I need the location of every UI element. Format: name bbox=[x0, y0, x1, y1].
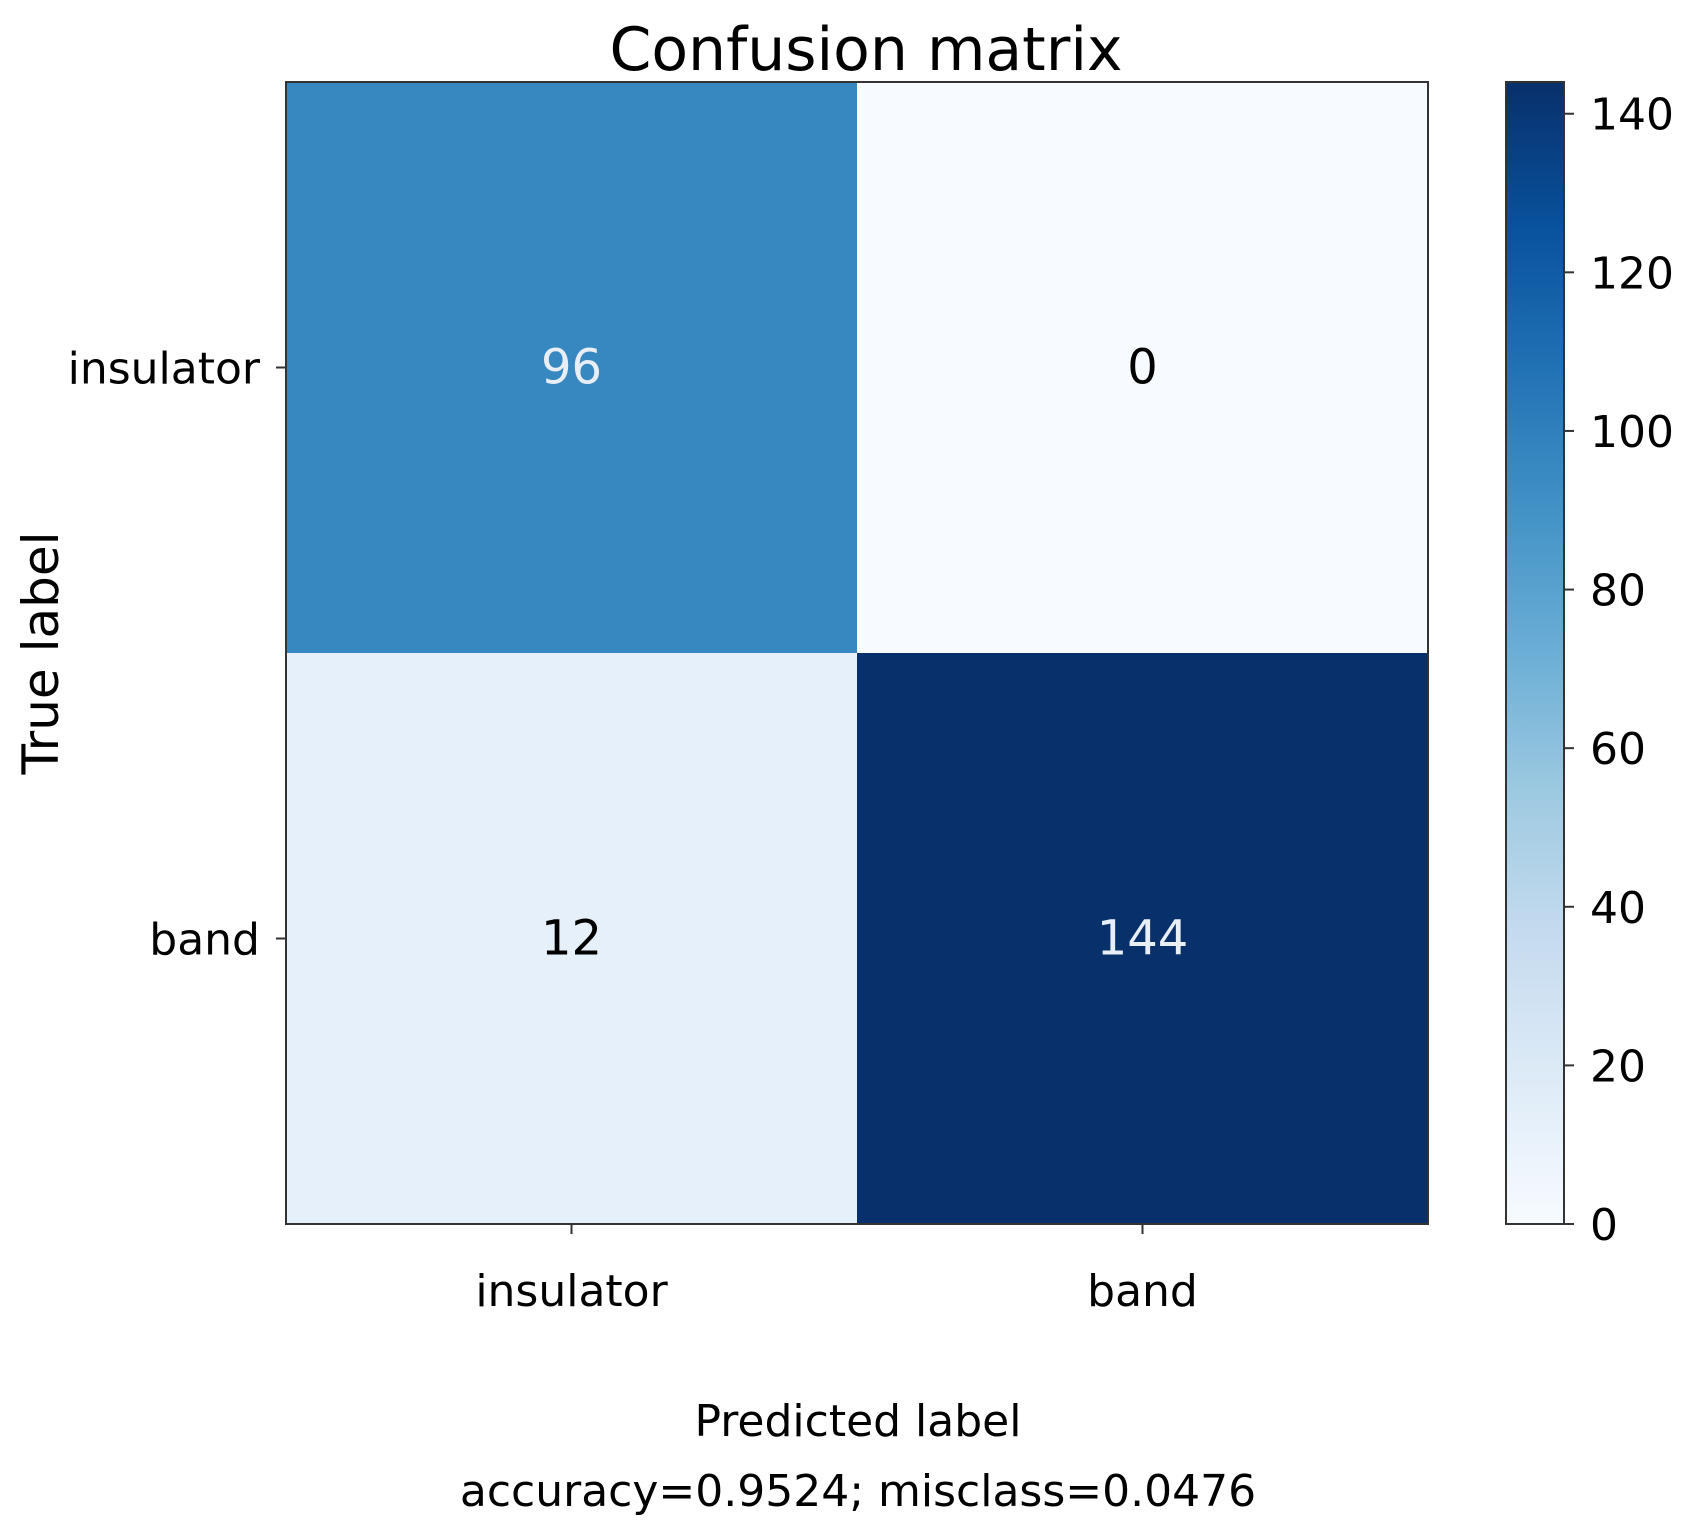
colorbar bbox=[1505, 81, 1565, 1225]
colorbar-ticks: 0 20 40 60 80 100 120 140 bbox=[1564, 90, 1674, 1251]
matrix-cell bbox=[857, 82, 1428, 653]
cell-value-label: 144 bbox=[1097, 911, 1189, 967]
colorbar-tick-label: 60 bbox=[1590, 724, 1646, 775]
cell-value-label: 96 bbox=[541, 340, 602, 396]
colorbar-tick-label: 40 bbox=[1590, 883, 1646, 934]
x-axis-ticks: insulator band bbox=[475, 1224, 1198, 1317]
matrix-cell bbox=[286, 653, 857, 1224]
y-tick-label: insulator bbox=[68, 344, 261, 395]
cell-value-label: 12 bbox=[541, 911, 602, 967]
cell-value-label: 0 bbox=[1127, 340, 1158, 396]
y-axis-label: True label bbox=[12, 531, 70, 775]
y-axis-ticks: insulator band bbox=[68, 344, 286, 966]
matrix-cell bbox=[286, 82, 857, 653]
accuracy-footer: accuracy=0.9524; misclass=0.0476 bbox=[460, 1466, 1256, 1517]
chart-title: Confusion matrix bbox=[609, 15, 1122, 85]
matrix-cells bbox=[286, 82, 1428, 1224]
x-tick-label: insulator bbox=[475, 1266, 668, 1317]
colorbar-tick-label: 140 bbox=[1590, 90, 1674, 141]
colorbar-tick-label: 120 bbox=[1590, 248, 1674, 299]
colorbar-tick-label: 0 bbox=[1590, 1200, 1618, 1251]
colorbar-tick-label: 80 bbox=[1590, 566, 1646, 617]
colorbar-tick-label: 100 bbox=[1590, 407, 1674, 458]
matrix-cell-values: 96 0 12 144 bbox=[541, 340, 1188, 967]
y-tick-label: band bbox=[149, 915, 260, 966]
x-tick-label: band bbox=[1087, 1266, 1198, 1317]
colorbar-tick-label: 20 bbox=[1590, 1041, 1646, 1092]
matrix-cell bbox=[857, 653, 1428, 1224]
x-axis-label: Predicted label bbox=[695, 1396, 1022, 1447]
matrix-frame bbox=[285, 81, 1429, 1225]
